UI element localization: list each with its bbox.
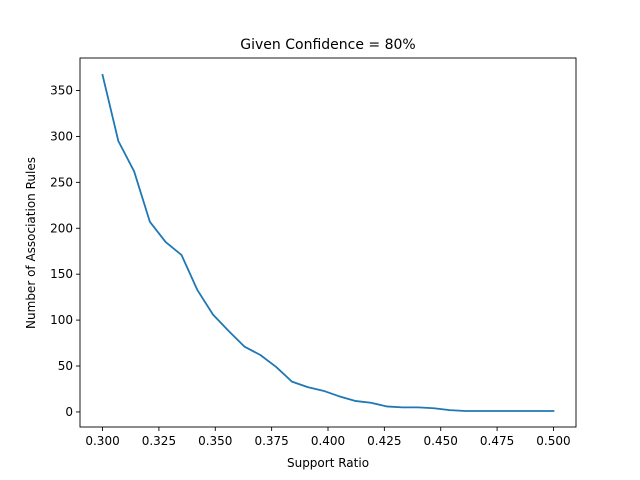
- x-tick-label: 0.425: [367, 434, 401, 448]
- y-axis-ticks: 0 50 100 150 200 250 300 350: [50, 84, 80, 419]
- y-tick-label: 50: [58, 359, 73, 373]
- x-tick-label: 0.375: [254, 434, 288, 448]
- chart-title: Given Confidence = 80%: [240, 37, 415, 53]
- x-tick-label: 0.475: [480, 434, 514, 448]
- x-tick-label: 0.300: [85, 434, 119, 448]
- y-tick-label: 300: [50, 129, 73, 143]
- x-tick-label: 0.325: [142, 434, 176, 448]
- x-axis-title: Support Ratio: [287, 456, 369, 470]
- y-tick-label: 250: [50, 175, 73, 189]
- y-axis-title: Number of Association Rules: [24, 157, 38, 329]
- x-axis-ticks: 0.300 0.325 0.350 0.375 0.400 0.425 0.450 0.475…: [85, 427, 571, 448]
- x-tick-label: 0.400: [311, 434, 345, 448]
- x-tick-label: 0.450: [424, 434, 458, 448]
- x-tick-label: 0.500: [536, 434, 570, 448]
- y-tick-label: 0: [65, 405, 73, 419]
- series-line-0: [101, 73, 555, 412]
- x-tick-label: 0.350: [198, 434, 232, 448]
- y-tick-label: 200: [50, 221, 73, 235]
- y-tick-label: 150: [50, 267, 73, 281]
- y-tick-label: 350: [50, 84, 73, 98]
- y-tick-label: 100: [50, 313, 73, 327]
